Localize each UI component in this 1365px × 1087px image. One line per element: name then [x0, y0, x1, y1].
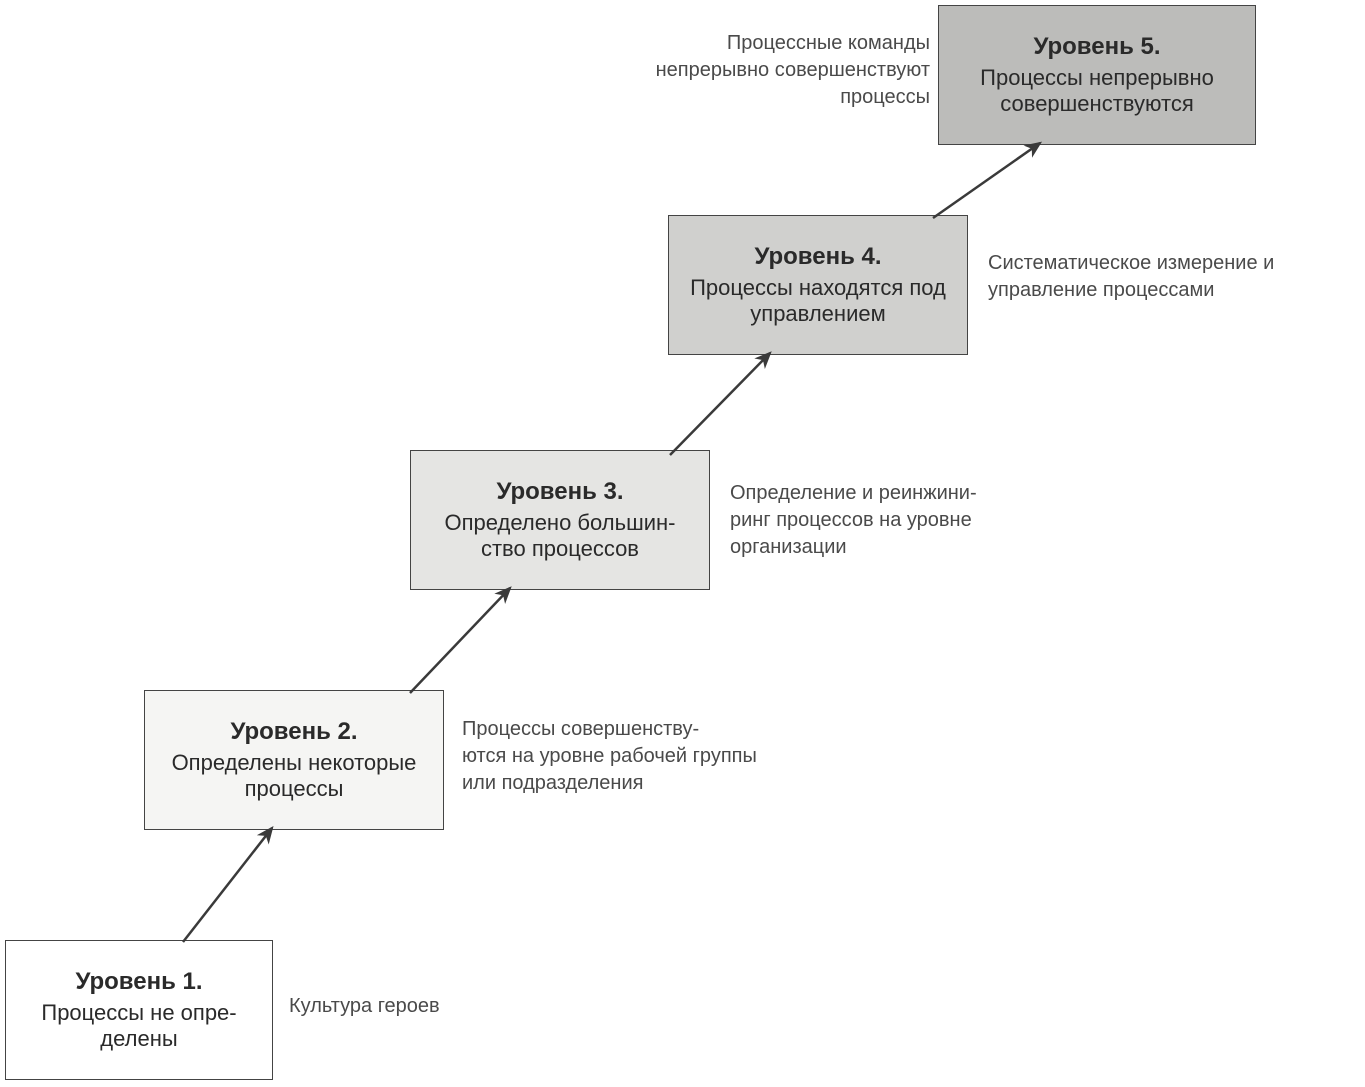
node-level-3-desc: Определено большин-ство процессов	[427, 510, 693, 562]
node-level-4: Уровень 4. Процессы находятся под управл…	[668, 215, 968, 355]
node-level-5-desc: Процессы непрерывно совершенствуются	[955, 65, 1239, 117]
node-level-4-title: Уровень 4.	[685, 243, 951, 271]
node-level-1-title: Уровень 1.	[22, 968, 256, 996]
annotation-level-3: Определение и реинжини-ринг процессов на…	[730, 480, 1050, 561]
node-level-5-title: Уровень 5.	[955, 33, 1239, 61]
node-level-2-desc: Определены некоторые процессы	[161, 750, 427, 802]
annotation-level-2: Процессы совершенству-ются на уровне раб…	[462, 716, 782, 797]
node-level-2-title: Уровень 2.	[161, 718, 427, 746]
annotation-level-5: Процессные команды непрерывно совершенст…	[620, 30, 930, 111]
node-level-2: Уровень 2. Определены некоторые процессы	[144, 690, 444, 830]
maturity-diagram: Уровень 1. Процессы не опре-делены Урове…	[0, 0, 1365, 1087]
node-level-1-desc: Процессы не опре-делены	[22, 1000, 256, 1052]
node-level-3: Уровень 3. Определено большин-ство проце…	[410, 450, 710, 590]
node-level-3-title: Уровень 3.	[427, 478, 693, 506]
annotation-level-4: Систематическое измерение и управление п…	[988, 250, 1288, 304]
annotation-level-1: Культура героев	[289, 993, 589, 1020]
node-level-4-desc: Процессы находятся под управлением	[685, 275, 951, 327]
node-level-1: Уровень 1. Процессы не опре-делены	[5, 940, 273, 1080]
node-level-5: Уровень 5. Процессы непрерывно совершенс…	[938, 5, 1256, 145]
